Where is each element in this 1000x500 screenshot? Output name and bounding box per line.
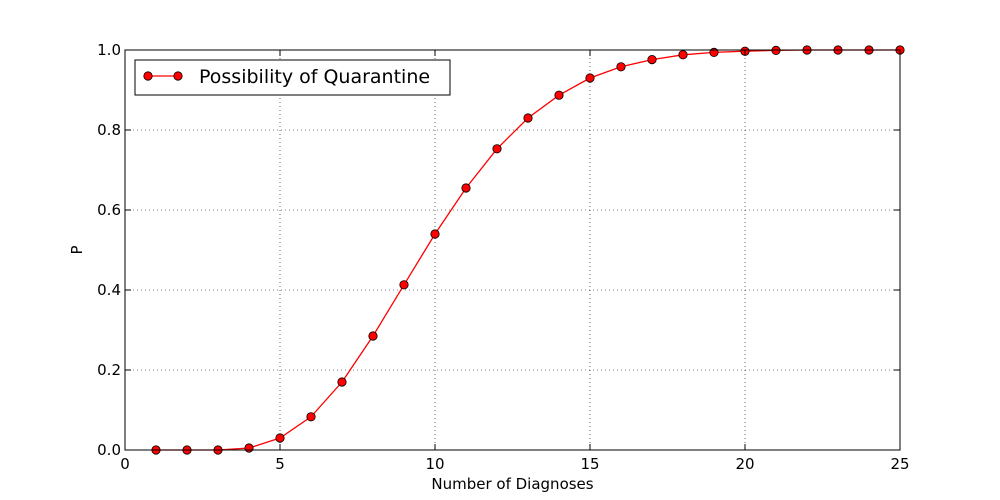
y-tick-label: 0.8 (97, 121, 121, 139)
data-point (492, 144, 502, 154)
legend-box (134, 59, 451, 96)
legend-marker (173, 71, 183, 81)
y-tick-label: 0.4 (97, 281, 121, 299)
series-line (156, 49, 900, 451)
data-point (461, 183, 471, 193)
data-point (337, 377, 347, 387)
data-point (306, 412, 316, 422)
series-layer (151, 45, 905, 455)
y-axis-label: P (68, 245, 86, 254)
legend-marker (143, 71, 153, 81)
x-tick-label: 0 (120, 455, 130, 473)
data-point (585, 73, 595, 83)
y-tick-label: 1.0 (97, 41, 121, 59)
grid (125, 50, 900, 450)
data-point (399, 280, 409, 290)
legend-label: Possibility of Quarantine (199, 66, 430, 88)
y-tick-label: 0.0 (97, 441, 121, 459)
x-tick-label: 15 (580, 455, 599, 473)
y-tick-label: 0.2 (97, 361, 121, 379)
data-point (616, 62, 626, 72)
data-point (678, 50, 688, 60)
x-axis-label: Number of Diagnoses (431, 475, 593, 493)
plot-frame (124, 49, 901, 451)
x-tick-label: 20 (735, 455, 754, 473)
x-tick-label: 5 (275, 455, 285, 473)
ticks: 0 5 10 15 20 25 0.0 0.2 0.4 0.6 0.8 1.0 (97, 41, 909, 473)
data-point (244, 443, 254, 453)
legend: Possibility of Quarantine (134, 59, 451, 96)
data-point (368, 331, 378, 341)
data-point (430, 229, 440, 239)
y-tick-label: 0.6 (97, 201, 121, 219)
data-point (647, 54, 657, 65)
data-point (275, 433, 285, 443)
x-tick-label: 10 (425, 455, 444, 473)
data-point (523, 113, 533, 123)
x-tick-label: 25 (890, 455, 909, 473)
data-point (554, 90, 564, 100)
data-point (709, 47, 719, 58)
